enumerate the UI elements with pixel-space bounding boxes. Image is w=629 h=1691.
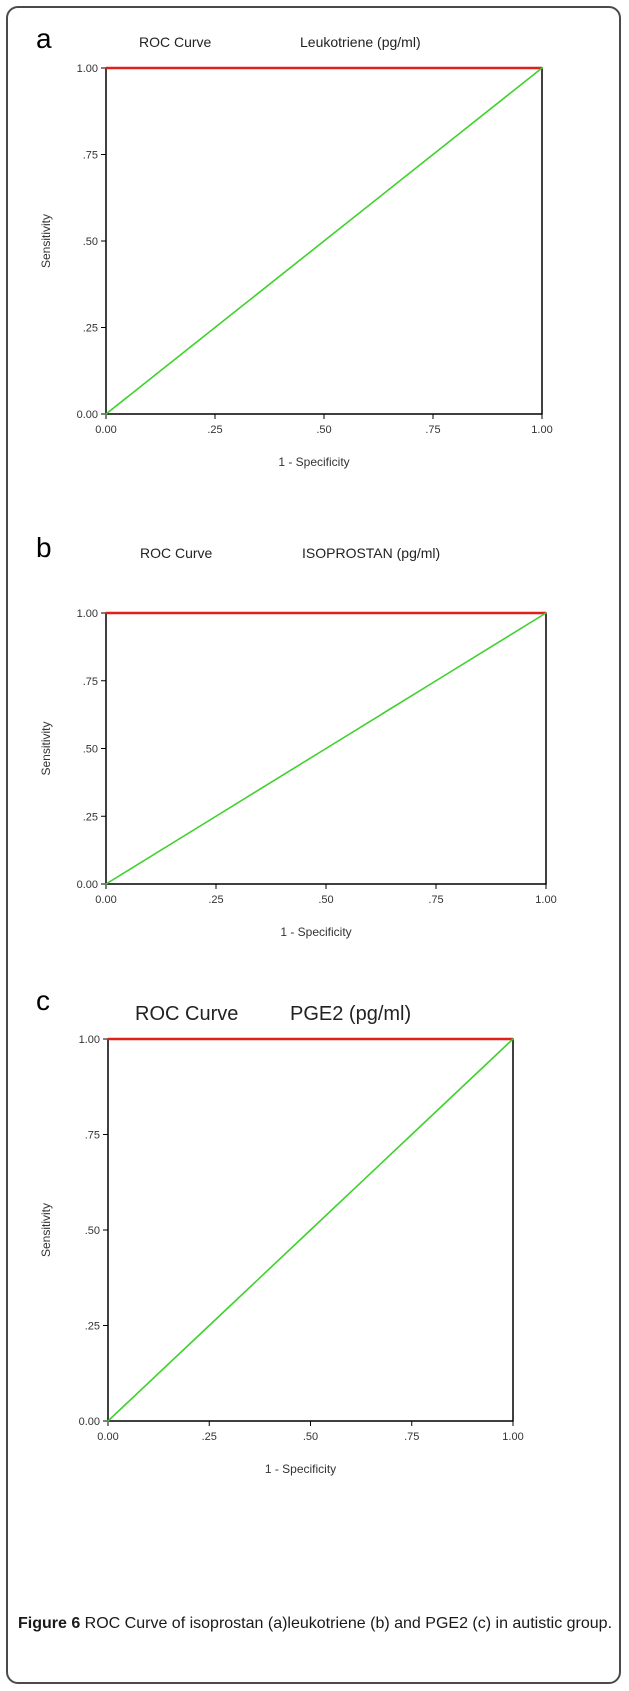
y-axis-label-c: Sensitivity: [39, 1203, 53, 1257]
roc-point-c: [410, 1133, 413, 1136]
x-tick-label-a: .75: [425, 424, 440, 436]
roc-point-a: [105, 413, 107, 415]
x-tick-label-b: .25: [208, 894, 223, 906]
x-axis-label-a: 1 - Specificity: [278, 455, 349, 469]
y-tick-label-b: .25: [83, 811, 98, 823]
y-tick-label-a: .25: [83, 323, 98, 335]
y-tick-label-b: .50: [83, 744, 98, 756]
y-tick-label-a: 1.00: [77, 63, 98, 75]
caption-label: Figure 6: [18, 1615, 81, 1632]
y-tick-label-c: .50: [85, 1225, 100, 1237]
chart-title-variable-a: Leukotriene (pg/ml): [300, 34, 421, 50]
x-tick-label-b: 1.00: [535, 894, 556, 906]
roc-point-c: [107, 1420, 109, 1422]
chart-title-variable-c: PGE2 (pg/ml): [290, 1003, 411, 1025]
roc-point-a: [214, 326, 216, 329]
x-tick-label-c: .50: [303, 1431, 318, 1443]
x-tick-label-a: 0.00: [95, 424, 116, 436]
roc-point-a: [432, 153, 434, 156]
y-tick-label-b: 1.00: [77, 608, 98, 620]
reference-point-c: [107, 1038, 109, 1040]
y-tick-label-a: .75: [83, 150, 98, 162]
x-tick-label-a: .25: [207, 424, 222, 436]
x-tick-label-c: 0.00: [97, 1431, 118, 1443]
panel-letter-b: b: [36, 532, 52, 563]
chart-title-b: ROC Curve: [140, 545, 213, 561]
x-tick-label-c: .25: [202, 1431, 217, 1443]
x-tick-label-c: .75: [404, 1431, 419, 1443]
x-axis-label-b: 1 - Specificity: [280, 925, 351, 939]
y-tick-label-c: .25: [85, 1321, 100, 1333]
y-tick-label-a: 0.00: [77, 409, 98, 421]
roc-point-b: [435, 679, 437, 682]
figure-caption: Figure 6 ROC Curve of isoprostan (a)leuk…: [18, 1613, 612, 1635]
roc-point-c: [208, 1324, 211, 1327]
roc-point-c: [512, 1038, 514, 1040]
roc-point-b: [215, 815, 217, 818]
x-tick-label-b: .75: [428, 894, 443, 906]
x-tick-label-c: 1.00: [502, 1431, 523, 1443]
x-tick-label-b: 0.00: [95, 894, 116, 906]
y-tick-label-b: .75: [83, 676, 98, 688]
y-tick-label-a: .50: [83, 236, 98, 248]
chart-title-c: ROC Curve: [135, 1003, 238, 1025]
y-tick-label-b: 0.00: [77, 879, 98, 891]
chart-title-a: ROC Curve: [139, 34, 212, 50]
y-tick-label-c: 0.00: [79, 1416, 100, 1428]
x-tick-label-a: .50: [316, 424, 331, 436]
roc-point-b: [325, 747, 327, 750]
y-axis-label-a: Sensitivity: [39, 214, 53, 268]
x-tick-label-a: 1.00: [531, 424, 552, 436]
panel-letter-c: c: [36, 985, 50, 1016]
chart-title-variable-b: ISOPROSTAN (pg/ml): [302, 545, 440, 561]
roc-point-c: [309, 1229, 312, 1231]
x-axis-label-c: 1 - Specificity: [265, 1462, 336, 1476]
y-tick-label-c: .75: [85, 1130, 100, 1142]
roc-point-b: [545, 612, 547, 614]
y-tick-label-c: 1.00: [79, 1034, 100, 1046]
y-axis-label-b: Sensitivity: [39, 721, 53, 775]
roc-point-b: [105, 883, 107, 885]
roc-point-a: [541, 67, 543, 69]
caption-text: ROC Curve of isoprostan (a)leukotriene (…: [80, 1615, 613, 1632]
panel-letter-a: a: [36, 23, 52, 54]
reference-point-b: [105, 612, 107, 614]
roc-point-a: [323, 240, 325, 242]
reference-point-a: [105, 67, 107, 69]
x-tick-label-b: .50: [318, 894, 333, 906]
